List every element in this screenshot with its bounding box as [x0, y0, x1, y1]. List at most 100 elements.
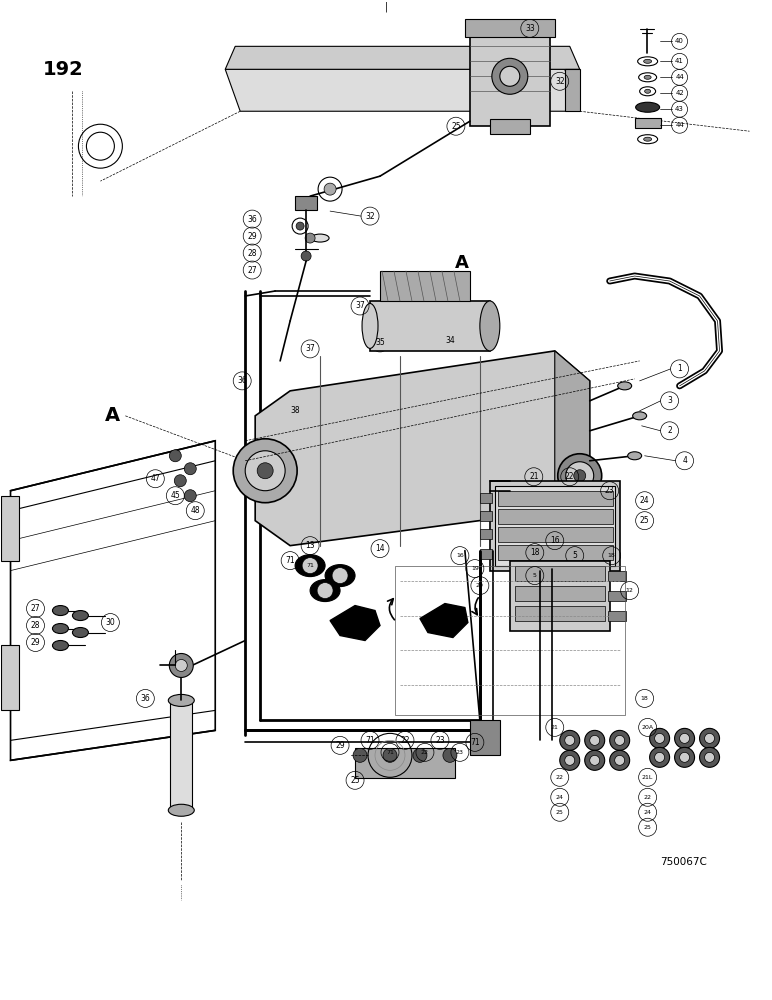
- Text: 22: 22: [556, 775, 564, 780]
- Circle shape: [565, 735, 574, 745]
- Circle shape: [566, 462, 594, 490]
- Bar: [370, 301, 490, 351]
- Circle shape: [305, 233, 315, 243]
- Text: 29: 29: [31, 638, 40, 647]
- Bar: [515, 586, 604, 601]
- Circle shape: [317, 583, 333, 599]
- Text: 22: 22: [421, 750, 429, 755]
- Text: 12: 12: [626, 588, 634, 593]
- Circle shape: [590, 755, 600, 765]
- Text: 21: 21: [551, 725, 559, 730]
- Text: 42: 42: [676, 90, 684, 96]
- Circle shape: [443, 748, 457, 762]
- Circle shape: [169, 450, 181, 462]
- Text: 38: 38: [290, 406, 300, 415]
- Circle shape: [169, 653, 193, 677]
- Circle shape: [675, 747, 695, 767]
- Text: 71: 71: [286, 556, 295, 565]
- Ellipse shape: [644, 59, 652, 63]
- Text: 44: 44: [676, 74, 684, 80]
- Ellipse shape: [73, 628, 89, 638]
- Text: 24: 24: [640, 496, 649, 505]
- Text: 47: 47: [151, 474, 161, 483]
- Text: 14: 14: [375, 544, 384, 553]
- Text: 25: 25: [350, 776, 360, 785]
- Circle shape: [332, 568, 348, 584]
- Text: A: A: [106, 406, 120, 425]
- Circle shape: [584, 730, 604, 750]
- Text: 3: 3: [667, 396, 672, 405]
- Circle shape: [615, 735, 625, 745]
- Text: 25: 25: [640, 516, 649, 525]
- Bar: [510, 561, 610, 631]
- Polygon shape: [256, 351, 590, 546]
- Text: 28: 28: [248, 249, 257, 258]
- Text: 23: 23: [605, 486, 615, 495]
- Text: 19: 19: [471, 566, 479, 571]
- Circle shape: [649, 747, 669, 767]
- Text: 27: 27: [247, 266, 257, 275]
- Ellipse shape: [52, 624, 69, 634]
- Ellipse shape: [644, 75, 651, 79]
- Circle shape: [257, 463, 273, 479]
- Circle shape: [560, 750, 580, 770]
- Bar: [480, 511, 492, 521]
- Circle shape: [615, 755, 625, 765]
- Bar: [490, 481, 620, 571]
- Bar: [355, 748, 455, 778]
- Ellipse shape: [618, 382, 631, 390]
- Polygon shape: [225, 46, 580, 69]
- Bar: [171, 700, 192, 810]
- Ellipse shape: [168, 694, 195, 706]
- Text: 41: 41: [676, 58, 684, 64]
- Circle shape: [353, 748, 367, 762]
- Polygon shape: [420, 604, 468, 638]
- Text: 23: 23: [435, 736, 445, 745]
- Bar: [380, 271, 470, 301]
- Circle shape: [383, 748, 397, 762]
- Text: 29: 29: [335, 741, 345, 750]
- Text: 22: 22: [565, 472, 574, 481]
- Text: 28: 28: [31, 621, 40, 630]
- Circle shape: [584, 750, 604, 770]
- Circle shape: [610, 750, 630, 770]
- Circle shape: [185, 463, 196, 475]
- Ellipse shape: [644, 137, 652, 141]
- Circle shape: [675, 728, 695, 748]
- Circle shape: [655, 752, 665, 762]
- Text: 1: 1: [677, 364, 682, 373]
- Text: 44: 44: [676, 122, 684, 128]
- Text: 750067C: 750067C: [659, 857, 706, 867]
- Circle shape: [175, 659, 188, 671]
- Text: 20: 20: [476, 583, 484, 588]
- Text: 30: 30: [106, 618, 115, 627]
- Circle shape: [296, 222, 304, 230]
- Circle shape: [574, 470, 586, 482]
- Bar: [495, 486, 615, 566]
- Text: 5: 5: [533, 573, 537, 578]
- Text: 21L: 21L: [642, 775, 653, 780]
- Text: 5: 5: [572, 551, 577, 560]
- Ellipse shape: [645, 89, 651, 93]
- Circle shape: [174, 475, 186, 487]
- Text: 45: 45: [171, 491, 180, 500]
- Circle shape: [679, 752, 689, 762]
- Ellipse shape: [633, 412, 647, 420]
- Text: 71: 71: [365, 736, 375, 745]
- Circle shape: [655, 733, 665, 743]
- Circle shape: [413, 748, 427, 762]
- Text: 16: 16: [550, 536, 560, 545]
- Polygon shape: [555, 351, 590, 511]
- Text: 4: 4: [682, 456, 687, 465]
- Bar: [480, 529, 492, 539]
- Ellipse shape: [52, 641, 69, 650]
- Ellipse shape: [310, 580, 340, 602]
- Polygon shape: [225, 69, 580, 111]
- Text: 71: 71: [386, 750, 394, 755]
- Text: 23: 23: [456, 750, 464, 755]
- Text: 32: 32: [365, 212, 375, 221]
- Text: 21: 21: [529, 472, 539, 481]
- Text: 16: 16: [456, 553, 464, 558]
- Circle shape: [324, 183, 336, 195]
- Circle shape: [699, 747, 720, 767]
